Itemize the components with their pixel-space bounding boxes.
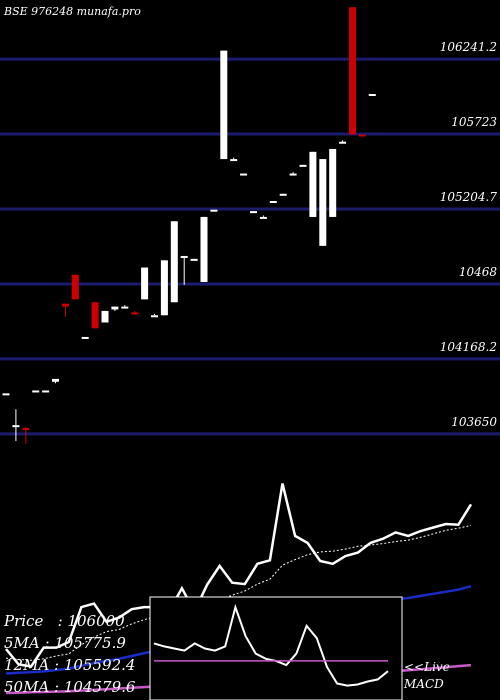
legend-50ma: 50MA : 104579.6 (4, 678, 136, 696)
candlesticks (2, 7, 376, 444)
macd-label: <<Live (404, 660, 450, 674)
candle (2, 393, 10, 396)
candle (349, 7, 356, 135)
candle (220, 50, 228, 160)
price-level-labels: 106241.2 105723 105204.7 10468 104168.2 10365… (440, 40, 498, 429)
candle-body (101, 310, 109, 323)
candle-body (250, 211, 257, 214)
macd-panel: <<Live MACD (149, 596, 450, 700)
legend-5ma: 5MA : 105775.9 (4, 634, 126, 652)
candle (42, 390, 50, 393)
candle-body (329, 148, 337, 217)
candle (200, 216, 208, 282)
candle-body (91, 302, 99, 329)
candle-body (259, 216, 267, 219)
candle (190, 258, 198, 261)
candle-body (240, 173, 248, 176)
candle-body (160, 260, 168, 316)
candle (151, 313, 158, 318)
candle-body (309, 151, 317, 217)
candle (230, 157, 238, 162)
candle-body (141, 267, 149, 300)
candle-body (220, 50, 228, 160)
candle (52, 378, 59, 384)
candle (61, 303, 69, 317)
candle (299, 164, 307, 167)
candle (81, 336, 89, 339)
candle (210, 209, 218, 212)
candle (180, 255, 188, 285)
candle-body (32, 390, 40, 393)
candle (101, 310, 109, 323)
candle (269, 201, 277, 204)
candle (358, 134, 366, 137)
ma-line (5, 524, 472, 661)
candle-body (339, 141, 347, 144)
candle-body (12, 425, 20, 428)
price-level-label: 10468 (459, 265, 498, 279)
candle-body (279, 193, 287, 196)
candle (309, 151, 317, 217)
candle-body (368, 94, 376, 96)
candle-body (210, 209, 218, 212)
candle-body (349, 7, 356, 135)
candle-body (121, 306, 129, 309)
macd-label: MACD (403, 677, 444, 691)
candle (121, 305, 129, 309)
candle (22, 426, 30, 444)
candle-body (81, 336, 89, 339)
price-level-label: 105204.7 (440, 190, 498, 204)
candle (339, 140, 347, 144)
candle (289, 172, 297, 176)
candle-body (151, 315, 158, 318)
candle (170, 221, 178, 303)
candle-body (180, 255, 188, 258)
candle-body (71, 274, 79, 300)
candle-body (299, 164, 307, 167)
candle (131, 310, 139, 315)
candle (91, 302, 99, 329)
price-level-label: 103650 (451, 415, 497, 429)
candle (319, 159, 327, 246)
candle (240, 173, 248, 176)
legend-12ma: 12MA : 105592.4 (4, 656, 136, 674)
candle (111, 306, 119, 311)
candle (32, 390, 40, 393)
price-level-label: 105723 (451, 115, 497, 129)
candle-body (42, 390, 50, 393)
candle (141, 267, 149, 300)
candle (71, 274, 79, 300)
candle-body (61, 303, 69, 307)
candle-body (170, 221, 178, 303)
candle-body (289, 173, 297, 176)
candle-body (319, 159, 327, 246)
candle (329, 148, 337, 217)
price-level-label: 106241.2 (440, 40, 497, 54)
candle-body (111, 306, 119, 310)
candle-body (358, 134, 366, 137)
ma-line (5, 483, 473, 668)
price-gridlines (0, 57, 500, 436)
candle (250, 211, 257, 214)
candle (259, 215, 267, 219)
candle-body (2, 393, 10, 396)
candle (160, 260, 168, 316)
candle-body (269, 201, 277, 204)
price-level-label: 104168.2 (440, 340, 497, 354)
candle-body (190, 258, 198, 261)
candle-body (200, 216, 208, 282)
chart-title: BSE 976248 munafa.pro (3, 5, 141, 18)
candle-body (230, 159, 238, 162)
candle (279, 193, 287, 196)
macd-line (153, 603, 389, 687)
candle-body (131, 312, 139, 315)
legend-price: Price : 106000 (4, 612, 125, 630)
candle (12, 409, 20, 442)
candle-body (52, 378, 59, 382)
candle (368, 94, 376, 96)
candle-body (22, 428, 30, 431)
